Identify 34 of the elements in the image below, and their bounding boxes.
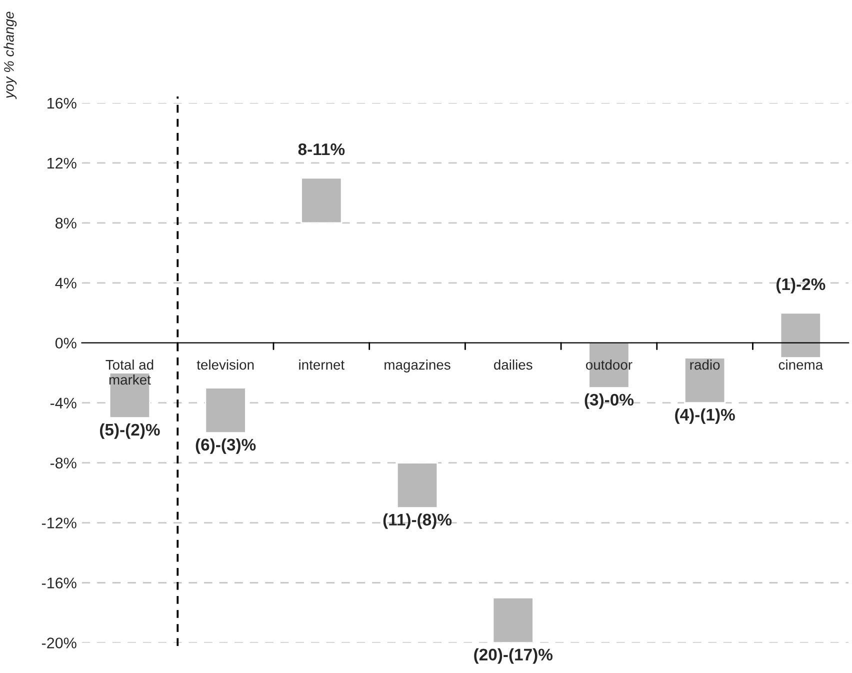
bar [108,372,151,419]
annotation: (3)-0% [584,393,634,409]
bar [684,357,726,404]
y-tick-label: 4% [55,278,76,289]
annotation: (20)-(17)% [474,648,553,664]
annotation: 8-11% [298,143,345,156]
y-tick-label: -20% [42,638,76,648]
x-tick-label: dailies [494,360,532,370]
x-tick-label: internet [299,360,344,370]
bar [780,312,822,359]
annotation: (5)-(2)% [100,423,160,439]
bar [300,177,342,224]
y-tick-label: -16% [42,578,76,588]
bar [492,597,534,643]
y-tick-label: 0% [55,338,76,349]
x-tick-label: Total ad market [106,360,154,385]
x-tick-label: outdoor [586,360,632,370]
annotation: (4)-(1)% [675,408,735,424]
annotation: (1)-2% [776,278,826,294]
y-axis-title: yoy % change [4,12,17,100]
bar [396,462,438,508]
y-tick-label: -4% [50,398,76,408]
bar [204,387,246,434]
annotation: (11)-(8)% [383,513,452,529]
y-tick-label: 8% [56,218,76,229]
annotation: (6)-(3)% [196,438,256,454]
y-tick-label: -8% [50,458,76,468]
y-tick-label: 12% [48,158,76,169]
x-tick-label: cinema [778,360,824,370]
y-tick-label: -12% [42,518,76,528]
y-tick-label: 16% [48,98,76,109]
x-tick-label: radio [690,360,720,370]
x-tick-label: television [196,360,254,370]
x-tick-label: magazines [384,360,450,372]
